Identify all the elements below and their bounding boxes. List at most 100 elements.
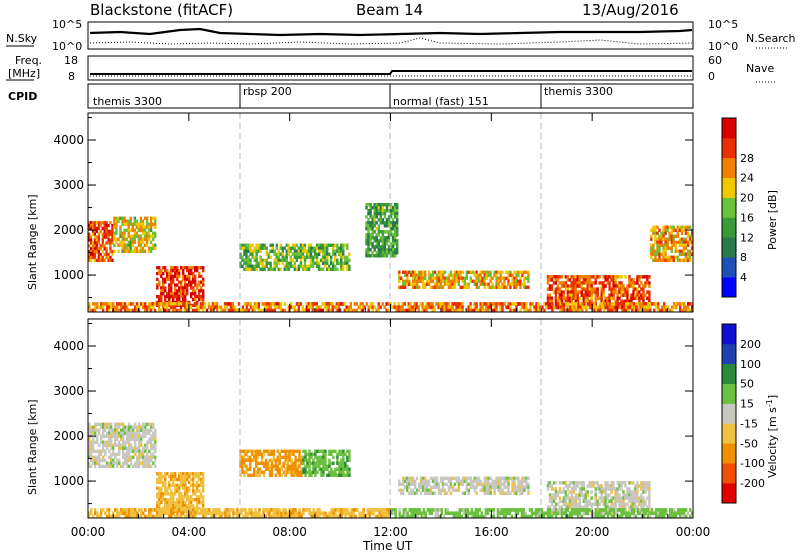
velocity-region-0-cell xyxy=(144,425,147,429)
velocity-region-5-cell xyxy=(558,496,562,500)
velocity-region-6-cell xyxy=(316,508,319,512)
power-region-0-cell xyxy=(109,241,112,245)
velocity-region-6-cell xyxy=(352,511,355,516)
velocity-region-4-cell xyxy=(400,488,403,492)
power-region-6-cell xyxy=(614,275,617,279)
velocity-region-6-cell xyxy=(242,514,245,519)
velocity-region-3-cell xyxy=(330,452,333,456)
power-region-2-cell xyxy=(176,295,179,299)
power-region-1-cell xyxy=(149,216,153,220)
velocity-region-0-cell xyxy=(92,449,95,453)
velocity-region-0-cell xyxy=(120,464,123,468)
velocity-region-4-cell xyxy=(433,479,437,483)
power-region-3-cell xyxy=(346,246,349,250)
velocity-region-0-cell xyxy=(128,455,131,459)
velocity-region-7-cell xyxy=(496,508,500,512)
power-region-6-cell xyxy=(626,290,629,294)
velocity-region-5-cell xyxy=(644,502,647,507)
velocity-region-4-cell xyxy=(441,485,445,489)
velocity-region-5-cell xyxy=(550,487,554,491)
power-region-8-cell xyxy=(277,302,281,306)
velocity-region-6-cell xyxy=(274,508,277,512)
velocity-region-0-cell xyxy=(150,422,153,426)
power-region-4-cell xyxy=(377,227,380,231)
power-region-4-cell xyxy=(396,227,399,231)
power-region-6-cell xyxy=(594,278,597,282)
power-region-8-cell xyxy=(335,305,338,310)
velocity-region-4-cell xyxy=(404,485,407,489)
power-region-5-cell xyxy=(431,276,435,280)
velocity-region-4-cell xyxy=(505,479,508,483)
power-region-2-cell xyxy=(182,292,185,296)
power-region-4-cell xyxy=(391,248,395,252)
velocity-region-0-cell xyxy=(118,422,121,426)
velocity-region-4-cell xyxy=(423,485,427,489)
velocity-region-1-cell xyxy=(174,475,177,479)
velocity-region-0-cell xyxy=(106,425,109,429)
velocity-region-3-cell xyxy=(324,452,327,456)
power-region-8-cell xyxy=(679,308,682,313)
power-region-3-cell xyxy=(249,258,252,262)
velocity-region-2-cell xyxy=(288,458,291,462)
velocity-region-5-cell xyxy=(632,499,635,503)
cpid-mode-3: normal (fast) 151 xyxy=(393,95,489,108)
power-region-8-cell xyxy=(581,308,584,313)
velocity-region-1-cell xyxy=(156,480,159,485)
power-region-4-cell xyxy=(385,224,389,228)
velocity-region-2-cell xyxy=(286,470,289,474)
power-region-7-cell xyxy=(674,243,677,247)
power-region-8-cell xyxy=(431,308,434,313)
power-region-4-cell xyxy=(371,227,374,231)
power-region-2-cell xyxy=(180,292,183,296)
velocity-region-5-cell xyxy=(564,481,568,485)
power-region-5-cell xyxy=(493,273,496,277)
power-region-1-cell xyxy=(145,219,149,223)
power-region-8-cell xyxy=(345,305,348,310)
power-region-2-cell xyxy=(178,269,181,273)
power-region-6-cell xyxy=(628,299,631,304)
velocity-region-2-cell xyxy=(292,452,295,456)
power-region-8-cell xyxy=(631,302,634,306)
power-region-7-cell xyxy=(680,252,684,256)
velocity-region-7-cell xyxy=(434,514,437,519)
power-region-8-cell xyxy=(119,305,123,310)
power-region-3-cell xyxy=(309,252,313,256)
power-region-8-cell xyxy=(573,308,576,313)
power-region-1-cell xyxy=(117,219,120,223)
velocity-region-6-cell xyxy=(148,508,151,512)
power-region-2-cell xyxy=(172,295,175,299)
velocity-region-0-cell xyxy=(134,431,137,435)
power-region-4-cell xyxy=(373,248,376,252)
velocity-region-3-cell xyxy=(330,470,333,474)
power-region-2-cell xyxy=(160,269,163,273)
velocity-region-0-cell xyxy=(118,446,121,450)
power-region-5-cell xyxy=(523,276,526,280)
power-region-8-cell xyxy=(143,302,147,306)
velocity-region-2-cell xyxy=(266,464,270,468)
power-region-0-cell xyxy=(101,250,104,254)
velocity-region-0-cell xyxy=(148,422,151,426)
power-region-7-cell xyxy=(664,231,667,235)
velocity-region-3-cell xyxy=(338,464,341,468)
velocity-region-6-cell xyxy=(228,511,231,516)
power-region-8-cell xyxy=(173,305,177,310)
power-region-3-cell xyxy=(249,261,252,265)
velocity-region-2-cell xyxy=(243,464,246,468)
power-region-8-cell xyxy=(265,302,269,306)
power-region-4-cell xyxy=(379,221,382,225)
power-region-8-cell xyxy=(145,308,149,313)
velocity-region-5-cell xyxy=(550,493,554,497)
velocity-region-4-cell xyxy=(473,485,476,489)
velocity-region-1-cell xyxy=(202,480,205,485)
power-region-8-cell xyxy=(437,302,440,306)
power-region-8-cell xyxy=(253,302,257,306)
velocity-region-4-cell xyxy=(435,485,439,489)
power-region-6-cell xyxy=(626,293,629,297)
power-region-8-cell xyxy=(485,308,488,313)
velocity-region-5-cell xyxy=(602,502,605,507)
power-region-8-cell xyxy=(653,302,656,306)
power-region-5-cell xyxy=(495,273,498,277)
velocity-region-5-cell xyxy=(580,505,583,510)
power-region-8-cell xyxy=(119,302,123,306)
power-region-8-cell xyxy=(663,302,666,306)
